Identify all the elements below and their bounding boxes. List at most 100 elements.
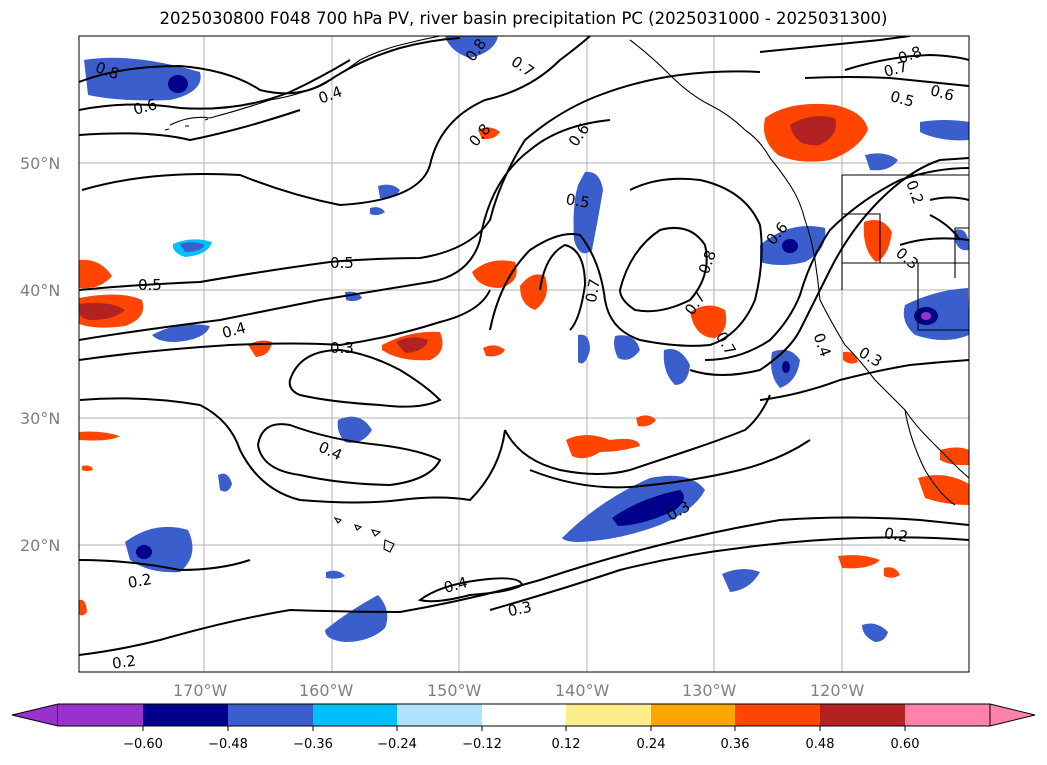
neg-core bbox=[168, 75, 188, 93]
coastline-west-coast bbox=[819, 299, 969, 479]
neg-blob bbox=[614, 335, 640, 360]
pos-blob bbox=[690, 305, 727, 338]
neg-blob bbox=[722, 568, 760, 592]
contour-line bbox=[618, 226, 708, 313]
neg-blob bbox=[152, 324, 210, 342]
coastlines bbox=[149, 36, 969, 553]
colorbar-swatch bbox=[820, 704, 905, 726]
contour-line bbox=[899, 237, 969, 246]
pos-blob bbox=[483, 345, 505, 357]
contour-line bbox=[704, 167, 969, 361]
lon-label-160w: 160°W bbox=[299, 681, 354, 700]
neg-core bbox=[612, 490, 684, 526]
neg-blob bbox=[326, 570, 345, 579]
pos-core bbox=[396, 337, 428, 353]
pos-blob bbox=[472, 260, 517, 288]
pos-blob bbox=[478, 127, 500, 140]
colorbar-swatch bbox=[397, 704, 482, 726]
lat-label-40n: 40°N bbox=[20, 281, 60, 300]
coastline-gulf-of-alaska bbox=[629, 39, 791, 186]
negative-precip-areas bbox=[84, 36, 969, 642]
contour-line bbox=[489, 177, 763, 347]
lon-label-170w: 170°W bbox=[173, 681, 228, 700]
contour-label: 0.4 bbox=[220, 318, 248, 342]
contour-label: 0.6 bbox=[131, 95, 159, 119]
contour-line bbox=[759, 36, 911, 53]
neg-blob bbox=[337, 416, 372, 443]
colorbar-swatch bbox=[651, 704, 735, 726]
contour-line bbox=[417, 577, 524, 603]
colorbar-swatch bbox=[58, 704, 143, 726]
pos-blob bbox=[566, 435, 640, 459]
neg-blob bbox=[862, 623, 888, 642]
contour-line bbox=[504, 394, 771, 475]
pos-blob bbox=[82, 465, 93, 471]
lon-label-140w: 140°W bbox=[555, 681, 610, 700]
neg-blob bbox=[663, 349, 690, 385]
contour-label: 0.3 bbox=[330, 339, 354, 357]
contour-line bbox=[288, 348, 442, 408]
pos-blob bbox=[636, 415, 656, 427]
neg-blob bbox=[370, 207, 385, 216]
contour-line bbox=[804, 76, 969, 87]
pos-core bbox=[79, 302, 125, 320]
neg-core bbox=[136, 545, 152, 559]
contour-label: 0.4 bbox=[442, 573, 470, 597]
colorbar-tick-label: −0.60 bbox=[123, 737, 163, 752]
state-border bbox=[841, 174, 969, 331]
contour-line bbox=[256, 423, 442, 487]
colorbar-tick-label: 0.24 bbox=[637, 737, 666, 752]
neg-core bbox=[782, 361, 790, 373]
pos-blob bbox=[843, 351, 858, 364]
coastline-baja bbox=[904, 409, 956, 506]
neg-core bbox=[921, 312, 931, 320]
contour-label: 0.5 bbox=[138, 276, 162, 294]
contour-line bbox=[929, 214, 961, 241]
contour-label: 0.5 bbox=[330, 254, 354, 272]
colorbar-swatch bbox=[735, 704, 820, 726]
lat-label-30n: 30°N bbox=[20, 409, 60, 428]
contour-line bbox=[81, 36, 591, 207]
colorbar-swatch bbox=[313, 704, 397, 726]
contour-label: 0.5 bbox=[564, 190, 591, 212]
contour-line bbox=[929, 196, 969, 201]
pos-blob bbox=[884, 567, 900, 578]
contour-label: 0.6 bbox=[928, 81, 956, 105]
neg-blob bbox=[125, 526, 193, 573]
lat-label-20n: 20°N bbox=[20, 536, 60, 555]
colorbar: −0.60 −0.48 −0.36 −0.24 −0.12 0.12 0.24 … bbox=[11, 703, 1036, 752]
colorbar-tick-label: −0.24 bbox=[377, 737, 417, 752]
lat-axis: 50°N 40°N 30°N 20°N bbox=[20, 154, 60, 555]
neg-blob bbox=[573, 171, 603, 254]
colorbar-swatch bbox=[143, 704, 228, 726]
lon-label-150w: 150°W bbox=[427, 681, 482, 700]
contour-line bbox=[79, 289, 491, 361]
colorbar-tick-label: 0.60 bbox=[891, 737, 920, 752]
contour-line bbox=[844, 53, 969, 71]
pos-blob bbox=[918, 475, 969, 505]
neg-core bbox=[782, 239, 798, 253]
contour-label: 0.2 bbox=[111, 652, 137, 673]
pos-blob bbox=[940, 447, 969, 466]
colorbar-tick-label: −0.12 bbox=[462, 737, 502, 752]
pos-blob bbox=[863, 219, 892, 262]
colorbar-tick-label: 0.12 bbox=[552, 737, 581, 752]
colorbar-tick-label: −0.36 bbox=[293, 737, 333, 752]
contour-line bbox=[529, 439, 811, 489]
coastline-bc-wa bbox=[789, 184, 821, 301]
map-title: 2025030800 F048 700 hPa PV, river basin … bbox=[159, 9, 888, 28]
contour-line bbox=[79, 59, 351, 111]
lon-axis: 170°W 160°W 150°W 140°W 130°W 120°W bbox=[173, 681, 865, 700]
neg-blob bbox=[865, 153, 898, 171]
contour-line bbox=[79, 37, 461, 95]
neg-blob bbox=[180, 242, 205, 252]
colorbar-tick-label: 0.36 bbox=[721, 737, 750, 752]
colorbar-tick-label: −0.48 bbox=[208, 737, 248, 752]
contour-line bbox=[79, 119, 611, 341]
contour-line bbox=[539, 243, 587, 331]
contour-line bbox=[489, 536, 969, 611]
contour-line bbox=[79, 109, 301, 142]
pv-contours bbox=[79, 36, 969, 656]
colorbar-swatch bbox=[228, 704, 313, 726]
